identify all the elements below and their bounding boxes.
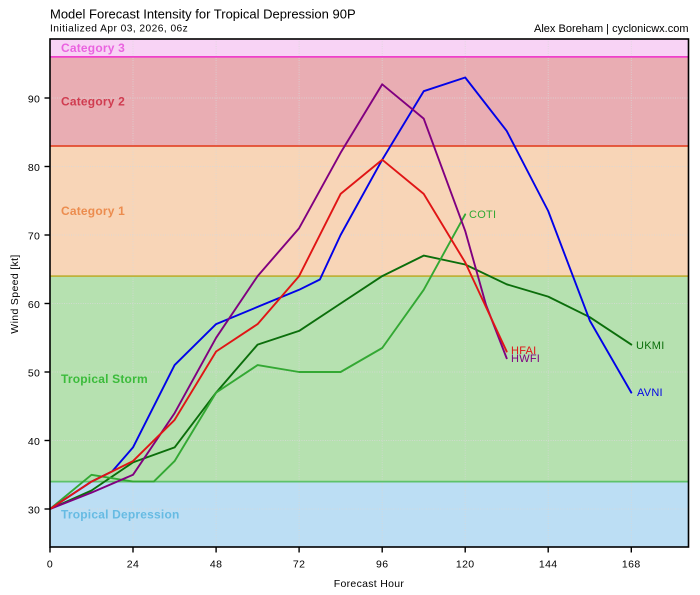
- svg-text:80: 80: [28, 162, 40, 174]
- svg-text:Category 1: Category 1: [61, 204, 125, 218]
- svg-text:Category 2: Category 2: [61, 95, 125, 109]
- svg-text:72: 72: [293, 558, 305, 570]
- svg-text:Category 3: Category 3: [61, 41, 125, 55]
- svg-text:30: 30: [28, 505, 40, 517]
- svg-text:Tropical Depression: Tropical Depression: [61, 508, 180, 522]
- svg-text:Initialized Apr 03, 2026, 06z: Initialized Apr 03, 2026, 06z: [50, 24, 188, 35]
- svg-text:0: 0: [47, 558, 53, 570]
- svg-text:144: 144: [539, 558, 558, 570]
- svg-text:HWFI: HWFI: [511, 353, 540, 365]
- svg-text:90: 90: [28, 94, 40, 106]
- svg-text:48: 48: [210, 558, 222, 570]
- svg-text:50: 50: [28, 368, 40, 380]
- svg-text:HFAI: HFAI: [511, 345, 536, 357]
- svg-text:Tropical Storm: Tropical Storm: [61, 372, 148, 386]
- svg-text:Forecast Hour: Forecast Hour: [334, 578, 405, 590]
- svg-text:120: 120: [456, 558, 475, 570]
- svg-text:AVNI: AVNI: [637, 387, 663, 399]
- svg-text:70: 70: [28, 231, 40, 243]
- svg-text:24: 24: [127, 558, 139, 570]
- svg-text:60: 60: [28, 299, 40, 311]
- svg-text:COTI: COTI: [469, 209, 496, 221]
- svg-text:Model Forecast Intensity for T: Model Forecast Intensity for Tropical De…: [50, 7, 356, 22]
- svg-text:Wind Speed [kt]: Wind Speed [kt]: [9, 254, 21, 333]
- svg-text:40: 40: [28, 436, 40, 448]
- svg-text:UKMI: UKMI: [636, 340, 665, 352]
- svg-text:Alex Boreham | cyclonicwx.com: Alex Boreham | cyclonicwx.com: [534, 23, 688, 35]
- svg-text:96: 96: [376, 558, 388, 570]
- svg-text:168: 168: [622, 558, 641, 570]
